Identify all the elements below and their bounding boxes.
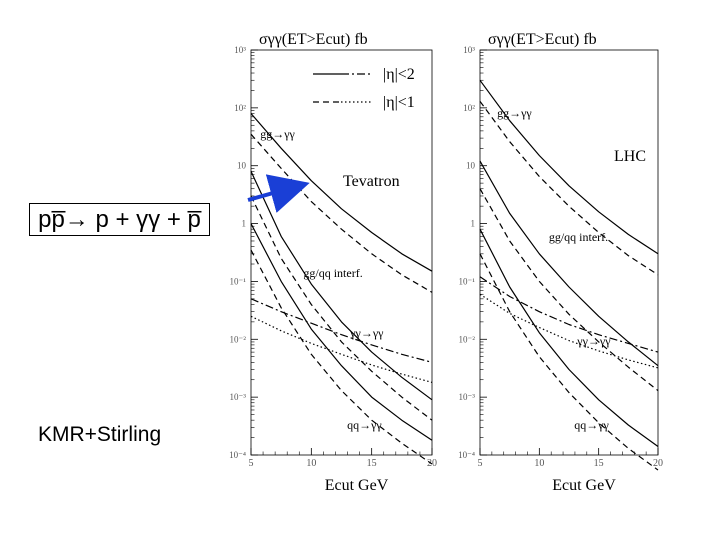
y-tick-label: 10⁻³ [459,392,476,402]
y-tick-label: 1 [471,219,476,229]
collider-label: LHC [614,148,646,165]
series-line-interf-eta1 [479,188,659,392]
y-tick-label: 10⁻⁴ [458,450,475,460]
series-line-gamma-eta1 [479,293,659,369]
y-tick-label: 10³ [463,45,475,55]
x-tick-label: 5 [249,458,254,469]
legend-label: |η|<2 [383,66,415,83]
curve-annotation: γγ→γγ [576,334,611,348]
y-tick-label: 1 [242,219,247,229]
x-tick-label: 15 [367,458,377,469]
series-line-gamma-eta2 [250,298,433,363]
y-tick-label: 10⁻¹ [459,276,476,286]
y-tick-label: 10⁻² [459,334,476,344]
curve-annotation: gg→γγ [260,127,295,141]
curve-annotation: qq→γγ [574,418,609,432]
series-line-qq-eta2 [250,223,433,441]
y-tick-label: 10⁻³ [230,392,247,402]
pointer-arrow [247,174,310,213]
curve-annotation: qq→γγ [347,418,382,432]
series-line-qq-eta1 [479,253,659,471]
plot-frame [479,49,659,456]
curve-annotation: γγ→γγ [349,326,384,340]
y-tick-label: 10⁻⁴ [229,450,246,460]
series-line-interf-eta2 [250,171,433,401]
series-line-gamma-eta2 [479,276,659,353]
lhc-panel: 10⁻⁴ 10⁻³ 10⁻² 10⁻¹ 1 10 10² 10³ 5 10 15 20 gg→γγ gg/… [458,31,663,494]
credit-label: KMR+Stirling [38,423,162,446]
x-tick-label: 10 [306,458,316,469]
curve-annotation: gg/qq interf. [549,230,608,244]
x-tick-label: 5 [478,458,483,469]
collider-label: Tevatron [343,173,400,190]
x-tick-label: 10 [534,458,544,469]
series-line-gamma-eta1 [250,315,433,383]
x-tick-label: 15 [594,458,604,469]
y-tick-label: 10⁻¹ [230,276,247,286]
x-axis-title: Ecut GeV [552,477,616,494]
x-axis-title: Ecut GeV [325,477,389,494]
x-tick-label: 20 [653,458,663,469]
legend-label: |η|<1 [383,94,415,111]
y-tick-label: 10² [234,103,246,113]
y-tick-label: 10 [466,161,476,171]
series-line-qq-eta1 [250,249,433,465]
series-line-interf-eta1 [250,195,433,421]
process-label-box: pp̅→ p + γγ + p̅ [29,203,210,236]
y-tick-label: 10 [237,161,247,171]
y-axis-title: σγγ(ET>Ecut) fb [259,31,368,48]
curve-annotation: gg→γγ [497,106,532,120]
y-tick-label: 10³ [234,45,246,55]
series-line-qq-eta2 [479,228,659,447]
y-axis-title: σγγ(ET>Ecut) fb [488,31,597,48]
series-line-gg-eta1 [250,133,433,293]
series-line-gg-eta1 [479,100,659,276]
series-line-interf-eta2 [479,160,659,367]
y-tick-label: 10⁻² [230,334,247,344]
curve-annotation: gg/qq interf. [303,266,362,280]
plot-frame [250,49,433,456]
series-line-gg-eta2 [479,79,659,255]
process-label: pp̅→ p + γγ + p̅ [38,206,201,233]
y-tick-label: 10² [463,103,475,113]
series-line-gg-eta2 [250,113,433,272]
